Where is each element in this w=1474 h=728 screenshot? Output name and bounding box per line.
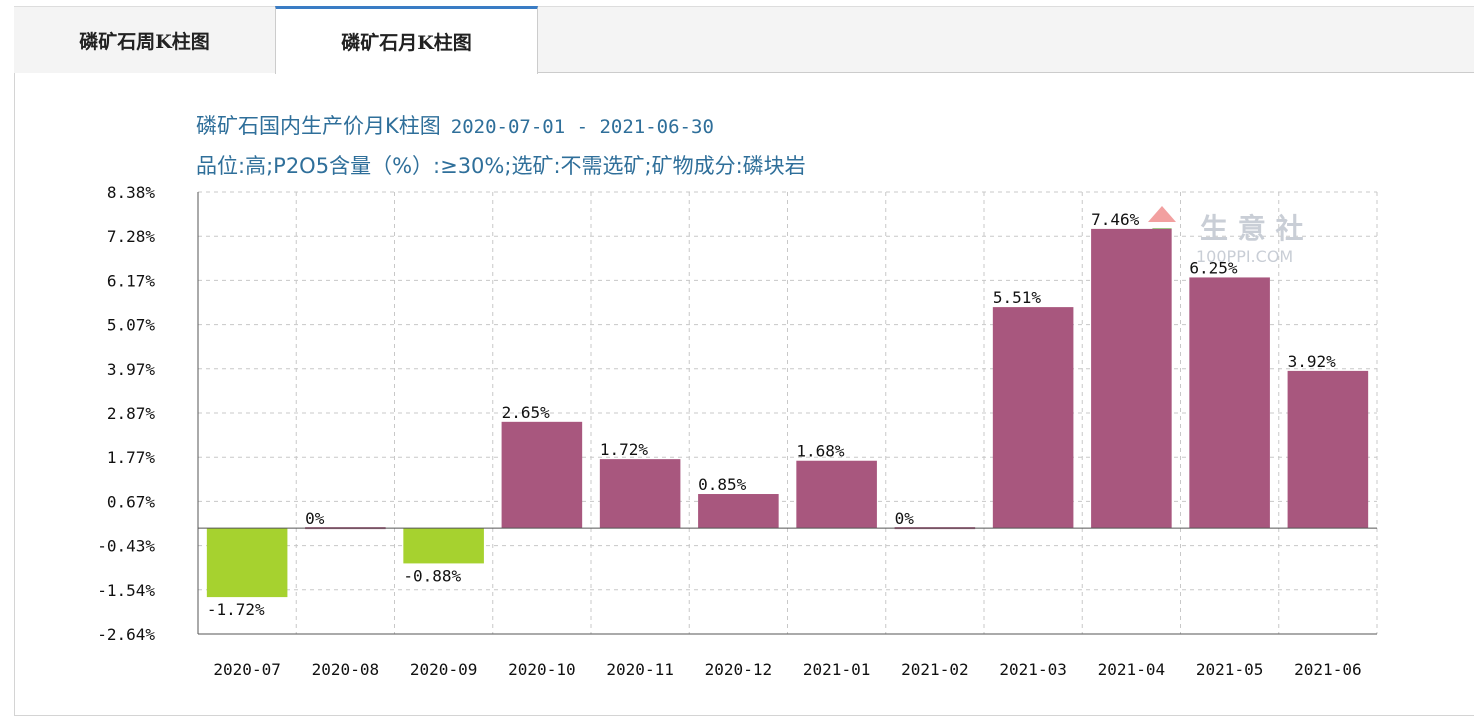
data-label-2020-09: -0.88% <box>403 566 461 585</box>
y-tick-label: -1.54% <box>97 581 155 600</box>
y-tick-label: 1.77% <box>107 448 156 467</box>
bar-2020-09[interactable] <box>403 528 484 564</box>
y-tick-label: 6.17% <box>107 271 156 290</box>
x-tick-label: 2020-10 <box>508 660 575 679</box>
watermark-site: 100PPI.COM <box>1196 247 1293 266</box>
x-tick-label: 2020-11 <box>606 660 673 679</box>
watermark: 生 意 社 100PPI.COM <box>1148 206 1304 266</box>
data-label-2021-04: 7.46% <box>1091 210 1140 229</box>
watermark-name: 生 意 社 <box>1200 212 1304 245</box>
data-label-2021-02: 0% <box>895 509 915 528</box>
data-label-2020-08: 0% <box>305 509 325 528</box>
bar-2021-03[interactable] <box>992 307 1074 529</box>
data-label-2020-07: -1.72% <box>207 600 265 619</box>
bar-2020-12[interactable] <box>698 494 779 529</box>
y-tick-label: 8.38% <box>107 183 156 202</box>
y-tick-label: 3.97% <box>107 360 156 379</box>
data-label-2021-01: 1.68% <box>796 442 845 461</box>
x-tick-label: 2021-02 <box>901 660 968 679</box>
chart-subtitle: 品位:高;P2O5含量（%）:≥30%;选矿:不需选矿;矿物成分:磷块岩 <box>196 154 806 178</box>
tab-monthly-bar-chart[interactable]: 磷矿石月K柱图 <box>275 6 538 74</box>
data-label-2021-06: 3.92% <box>1288 352 1337 371</box>
data-label-2021-03: 5.51% <box>993 288 1042 307</box>
bar-2021-05[interactable] <box>1189 277 1270 529</box>
bars <box>206 228 1369 598</box>
x-tick-label: 2020-09 <box>410 660 477 679</box>
bar-2020-11[interactable] <box>599 459 681 529</box>
y-tick-label: -2.64% <box>97 625 155 644</box>
chart-title-text: 磷矿石国内生产价月K柱图 <box>196 114 441 138</box>
x-tick-labels: 2020-07 2020-08 2020-09 2020-10 2020-11 2020-… <box>213 660 1361 679</box>
y-tick-label: 0.67% <box>107 492 156 511</box>
data-label-2020-10: 2.65% <box>502 403 551 422</box>
grid-lines <box>198 191 1378 635</box>
y-tick-label: 7.28% <box>107 227 156 246</box>
data-label-2020-12: 0.85% <box>698 475 747 494</box>
chart-title: 磷矿石国内生产价月K柱图 2020-07-01 - 2021-06-30 <box>196 110 714 140</box>
x-tick-label: 2020-08 <box>312 660 379 679</box>
bar-2020-10[interactable] <box>501 421 583 529</box>
y-tick-label: -0.43% <box>97 537 155 556</box>
bar-2021-04[interactable] <box>1091 228 1172 529</box>
x-tick-label: 2021-06 <box>1294 660 1361 679</box>
data-label-2020-11: 1.72% <box>600 440 649 459</box>
y-tick-label: 2.87% <box>107 404 156 423</box>
bar-2020-07[interactable] <box>206 528 288 598</box>
bar-2021-06[interactable] <box>1287 370 1369 529</box>
data-label-2021-05: 6.25% <box>1189 258 1238 277</box>
y-tick-labels: 8.38% 7.28% 6.17% 5.07% 3.97% 2.87% 1.77% 0.67%… <box>97 183 155 644</box>
y-tick-label: 5.07% <box>107 316 156 335</box>
x-tick-label: 2020-12 <box>705 660 772 679</box>
chart-date-range: 2020-07-01 - 2021-06-30 <box>450 116 714 138</box>
x-tick-label: 2021-05 <box>1196 660 1263 679</box>
x-tick-label: 2021-03 <box>999 660 1066 679</box>
x-tick-label: 2021-04 <box>1098 660 1165 679</box>
x-tick-label: 2021-01 <box>803 660 870 679</box>
watermark-logo-icon <box>1148 206 1176 222</box>
tab-weekly-bar-chart[interactable]: 磷矿石周K柱图 <box>14 6 276 73</box>
data-labels: -1.72% 0% -0.88% 2.65% 1.72% 0.85% 1.68% 0% 5.51… <box>207 210 1336 619</box>
axes <box>197 192 1377 635</box>
bar-2021-01[interactable] <box>796 460 877 529</box>
chart-panel <box>14 6 1474 716</box>
x-tick-label: 2020-07 <box>213 660 280 679</box>
